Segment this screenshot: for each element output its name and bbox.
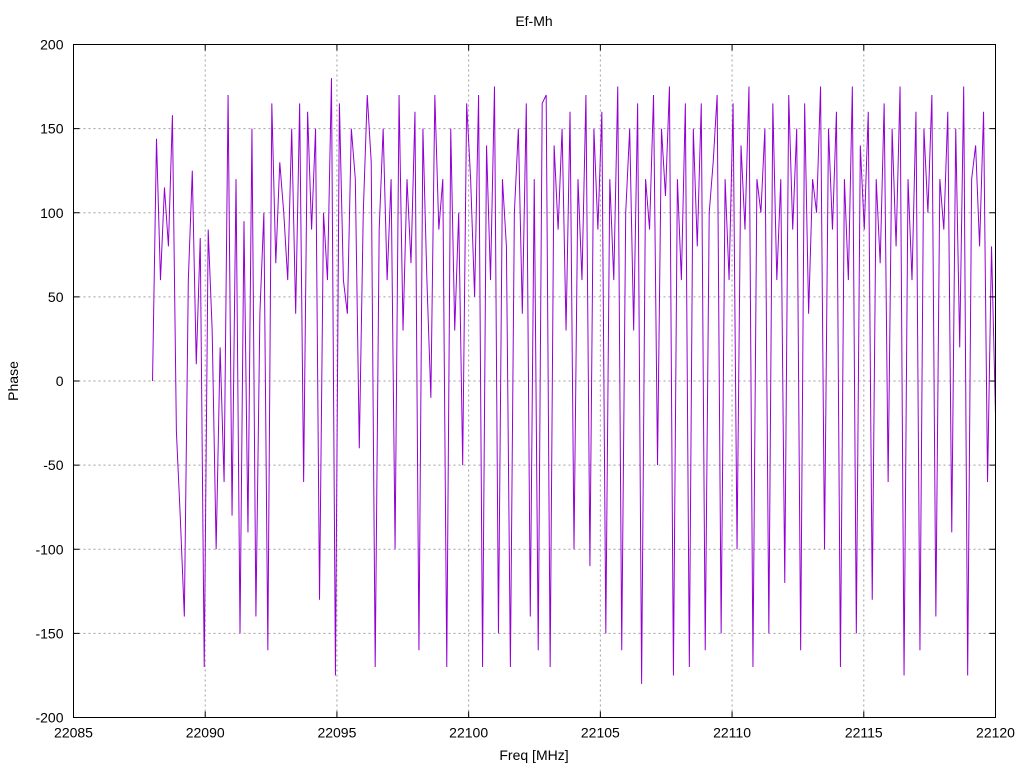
y-tick-label: -200 (35, 710, 63, 726)
axis-ticks: 22085 22090 22095 22100 22105 22110 22115 22120… (35, 37, 1015, 741)
y-tick-label: 100 (40, 205, 64, 221)
y-tick-label: 0 (56, 373, 64, 389)
x-tick-label: 22085 (54, 725, 93, 741)
y-tick-label: -50 (43, 457, 63, 473)
x-tick-label: 22115 (845, 725, 883, 741)
x-tick-label: 22120 (976, 725, 1015, 741)
grid-lines (73, 44, 996, 718)
x-tick-label: 22090 (186, 725, 225, 741)
y-tick-label: 50 (48, 289, 64, 305)
x-axis-label: Freq [MHz] (499, 747, 568, 763)
y-tick-label: 150 (40, 121, 64, 137)
x-tick-label: 22095 (317, 725, 356, 741)
series-layer (152, 78, 996, 684)
y-tick-label: -100 (35, 541, 63, 557)
x-tick-label: 22105 (581, 725, 620, 741)
chart-title: Ef-Mh (515, 13, 552, 29)
y-tick-label: -150 (35, 625, 63, 641)
y-axis-label: Phase (5, 361, 21, 401)
y-tick-label: 200 (40, 37, 64, 53)
x-tick-label: 22110 (713, 725, 751, 741)
series-line (152, 78, 996, 684)
x-tick-label: 22100 (449, 725, 488, 741)
